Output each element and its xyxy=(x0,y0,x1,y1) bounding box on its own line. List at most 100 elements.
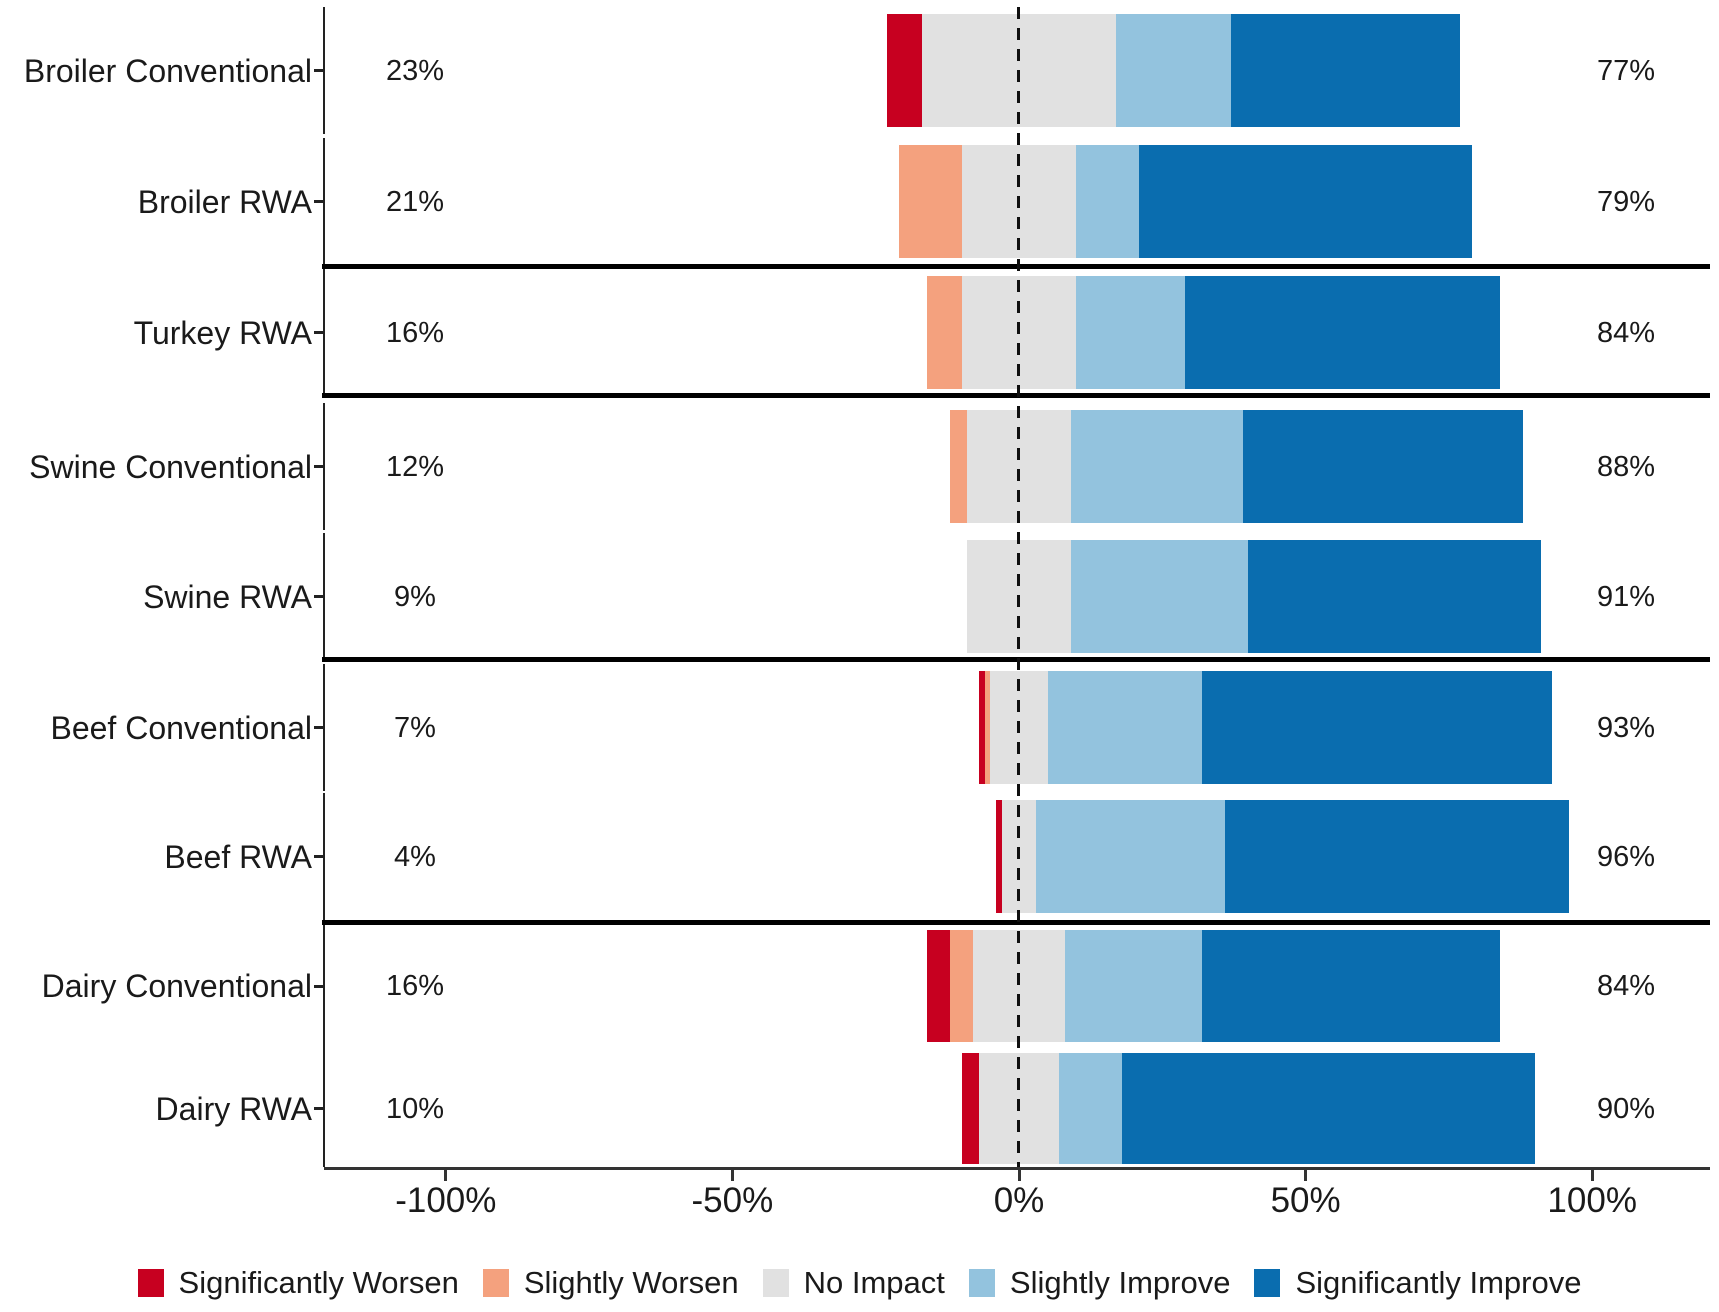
bar-segment-significantly-improve xyxy=(1139,145,1472,258)
y-axis-line-segment xyxy=(323,664,325,791)
right-percent-label: 88% xyxy=(1596,450,1656,483)
bar-segment-slightly-improve xyxy=(1070,410,1243,523)
x-axis-tick-label: -50% xyxy=(691,1181,774,1220)
bar-turkey-rwa xyxy=(927,276,1501,389)
right-percent-label: 91% xyxy=(1596,580,1656,613)
y-axis-tick xyxy=(314,984,323,988)
row-label-broiler-rwa: Broiler RWA xyxy=(137,183,312,220)
right-percent-label: 84% xyxy=(1596,316,1656,349)
bar-segment-slightly-improve xyxy=(1047,671,1203,784)
legend-item-slightly-worsen: Slightly Worsen xyxy=(482,1265,739,1301)
bar-segment-slightly-improve xyxy=(1036,800,1226,913)
x-axis-tick xyxy=(730,1170,734,1181)
right-percent-label: 79% xyxy=(1596,185,1656,218)
bar-segment-slightly-improve xyxy=(1059,1053,1123,1164)
x-axis-tick xyxy=(1017,1170,1021,1181)
y-axis-line-segment xyxy=(323,138,325,265)
bar-beef-conventional xyxy=(978,671,1553,784)
y-axis-tick xyxy=(314,595,323,598)
bar-broiler-rwa xyxy=(898,145,1472,258)
row-label-swine-conventional: Swine Conventional xyxy=(29,448,312,485)
bar-segment-slightly-improve xyxy=(1076,145,1140,258)
x-axis-tick-label: 50% xyxy=(1270,1181,1341,1220)
legend-label: Slightly Improve xyxy=(1009,1265,1231,1300)
y-axis-tick xyxy=(314,331,323,334)
left-percent-label: 9% xyxy=(394,580,436,613)
x-axis-line xyxy=(324,1167,1710,1170)
left-percent-label: 12% xyxy=(385,450,445,483)
y-axis-line-segment xyxy=(323,533,325,660)
legend-swatch-slightly-worsen xyxy=(482,1269,509,1297)
y-axis-line-segment xyxy=(323,403,325,530)
bar-dairy-rwa xyxy=(961,1053,1535,1164)
bar-segment-significantly-worsen xyxy=(927,930,951,1042)
legend-item-no-impact: No Impact xyxy=(762,1265,945,1301)
bar-swine-conventional xyxy=(950,410,1524,523)
legend-swatch-significantly-worsen xyxy=(137,1269,164,1297)
row-label-dairy-conventional: Dairy Conventional xyxy=(41,968,312,1004)
bar-segment-significantly-worsen xyxy=(996,800,1002,913)
y-axis-line-segment xyxy=(323,793,325,920)
bar-segment-slightly-improve xyxy=(1116,14,1232,127)
bar-segment-slightly-worsen xyxy=(984,671,991,784)
x-axis-tick xyxy=(1304,1170,1308,1181)
legend: Significantly Worsen Slightly Worsen No Im… xyxy=(0,1255,1719,1311)
left-percent-label: 10% xyxy=(385,1092,445,1125)
bar-segment-slightly-worsen xyxy=(927,276,962,389)
bar-segment-significantly-worsen xyxy=(887,14,922,127)
y-axis-line-segment xyxy=(323,269,325,396)
row-label-broiler-conventional: Broiler Conventional xyxy=(23,52,312,89)
group-separator-line xyxy=(322,657,1710,662)
right-percent-label: 84% xyxy=(1596,970,1656,1002)
row-label-dairy-rwa: Dairy RWA xyxy=(155,1090,312,1127)
left-percent-label: 7% xyxy=(394,711,436,744)
bar-segment-slightly-improve xyxy=(1064,930,1203,1042)
bar-segment-slightly-improve xyxy=(1070,540,1249,653)
legend-swatch-slightly-improve xyxy=(968,1269,995,1297)
bar-segment-significantly-improve xyxy=(1242,410,1524,523)
bar-dairy-conventional xyxy=(927,930,1501,1042)
y-axis-line-segment xyxy=(323,7,325,134)
y-axis-tick xyxy=(314,69,323,72)
bar-segment-significantly-worsen xyxy=(978,671,985,784)
bar-segment-slightly-worsen xyxy=(950,410,968,523)
right-percent-label: 93% xyxy=(1596,711,1656,744)
legend-label: Slightly Worsen xyxy=(523,1265,739,1300)
bar-segment-significantly-worsen xyxy=(961,1053,979,1164)
right-percent-label: 90% xyxy=(1596,1092,1656,1125)
left-percent-label: 16% xyxy=(385,970,445,1002)
bar-segment-significantly-improve xyxy=(1202,930,1501,1042)
y-axis-line-segment xyxy=(323,923,325,1049)
bar-segment-significantly-improve xyxy=(1202,671,1553,784)
y-axis-tick xyxy=(314,1107,323,1110)
y-axis-tick xyxy=(314,726,323,729)
bar-segment-significantly-improve xyxy=(1248,540,1541,653)
group-separator-line xyxy=(322,920,1710,925)
bar-segment-slightly-improve xyxy=(1076,276,1186,389)
bar-segment-significantly-improve xyxy=(1225,800,1570,913)
x-axis-tick-label: -100% xyxy=(395,1181,497,1220)
legend-item-significantly-worsen: Significantly Worsen xyxy=(137,1265,459,1301)
x-axis-tick-label: 0% xyxy=(993,1181,1045,1220)
legend-swatch-no-impact xyxy=(762,1269,789,1297)
row-label-beef-conventional: Beef Conventional xyxy=(50,709,312,746)
right-percent-label: 96% xyxy=(1596,840,1656,873)
row-label-turkey-rwa: Turkey RWA xyxy=(133,314,312,351)
y-axis-line-segment xyxy=(323,1046,325,1167)
left-percent-label: 4% xyxy=(394,840,436,873)
x-axis-tick xyxy=(1590,1170,1594,1181)
row-label-swine-rwa: Swine RWA xyxy=(143,578,312,615)
group-separator-line xyxy=(322,264,1710,269)
legend-swatch-significantly-improve xyxy=(1254,1269,1281,1297)
left-percent-label: 16% xyxy=(385,316,445,349)
bar-broiler-conventional xyxy=(887,14,1461,127)
legend-label: Significantly Worsen xyxy=(178,1265,459,1300)
legend-item-significantly-improve: Significantly Improve xyxy=(1254,1265,1581,1301)
x-axis-tick-label: 100% xyxy=(1547,1181,1637,1220)
legend-label: No Impact xyxy=(803,1265,945,1300)
y-axis-tick xyxy=(314,200,323,203)
group-separator-line xyxy=(322,393,1710,398)
y-axis-tick xyxy=(314,465,323,468)
